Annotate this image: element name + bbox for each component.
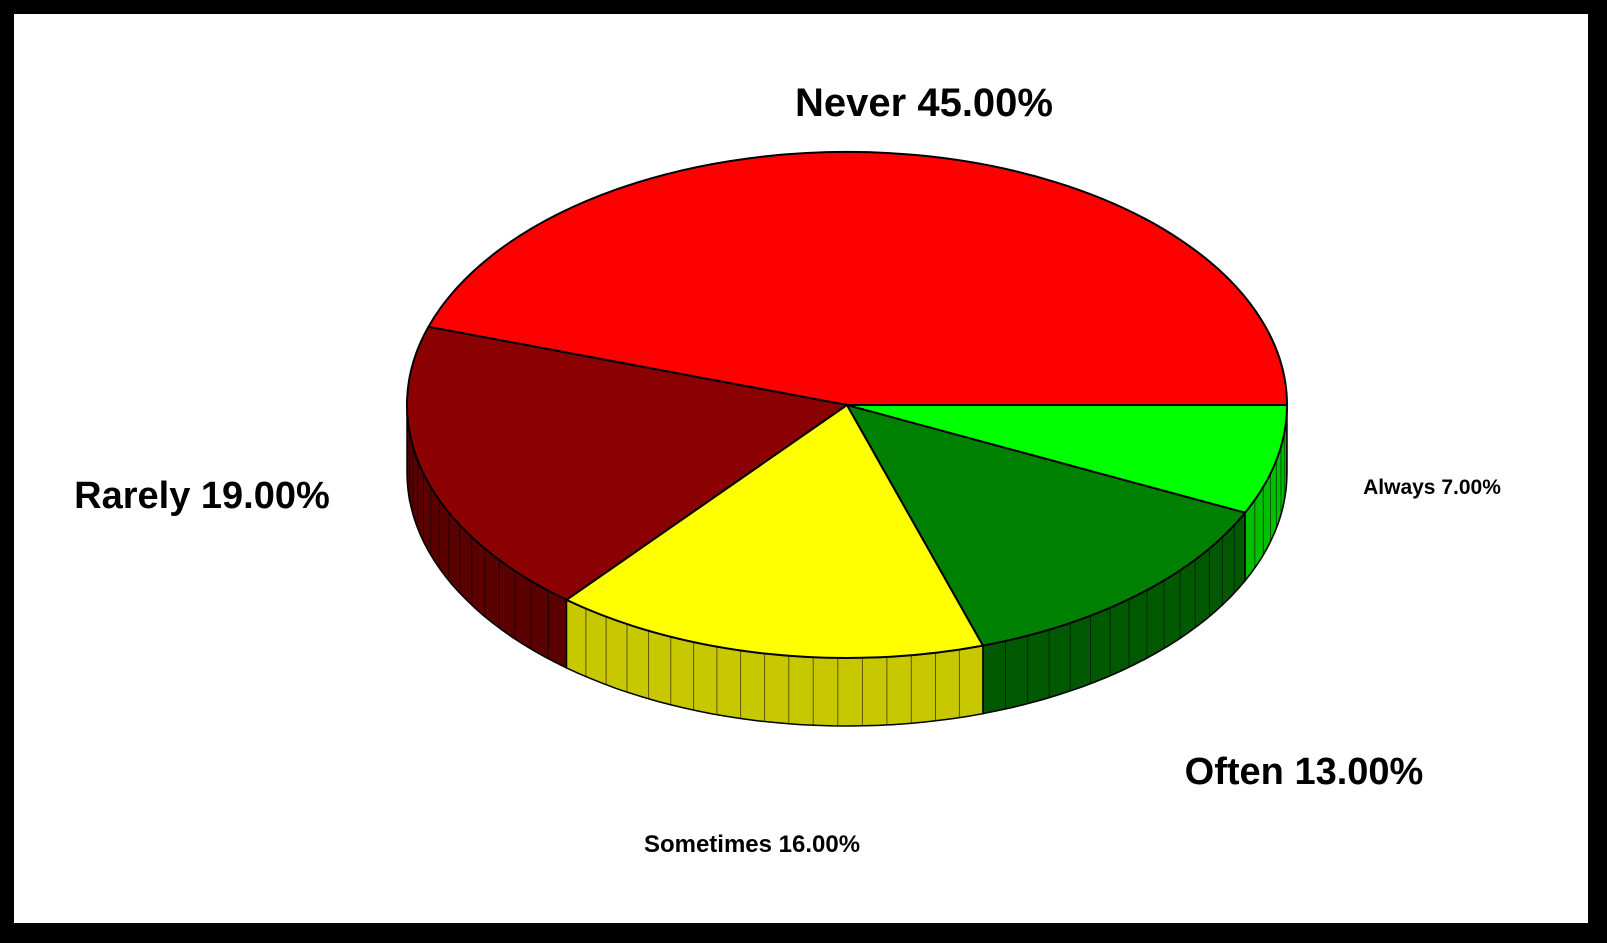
pie-slice-sometimes	[565, 404, 984, 659]
pie-slice-never	[427, 150, 1288, 406]
slice-label-always: Always 7.00%	[1363, 476, 1501, 499]
pie-tops	[405, 150, 1288, 659]
chart-frame: Never 45.00% Rarely 19.00% Sometimes 16.00…	[14, 14, 1588, 923]
slice-label-never: Never 45.00%	[795, 81, 1053, 125]
pie-slice-rarely	[405, 325, 848, 601]
slice-label-sometimes: Sometimes 16.00%	[644, 831, 860, 858]
pie-labels: Never 45.00% Rarely 19.00% Sometimes 16.00…	[74, 81, 1501, 858]
pie-slice-often	[846, 404, 1247, 647]
pie-slice-always	[846, 404, 1288, 514]
slice-label-often: Often 13.00%	[1185, 751, 1424, 793]
slice-label-rarely: Rarely 19.00%	[74, 475, 330, 517]
pie-chart: Never 45.00% Rarely 19.00% Sometimes 16.00…	[74, 81, 1501, 858]
